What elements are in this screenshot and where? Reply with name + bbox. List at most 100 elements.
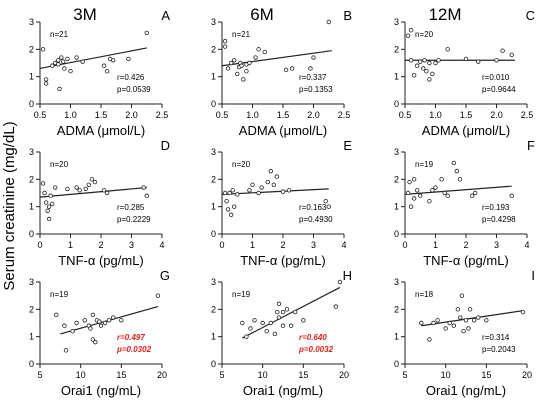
- data-point-g: [155, 293, 161, 298]
- x-axis-label-b: ADMA (μmol/L): [239, 123, 327, 138]
- y-tick-label-b: 1: [211, 72, 216, 82]
- data-point-c: [445, 47, 450, 52]
- data-point-c: [433, 60, 438, 66]
- y-tick-label-a: 0: [29, 99, 34, 109]
- panel-b: B 0 1 2 3 0.5 1.0 1.5 2.0 2.5 ADMA (μmol/L) n=21 r=0…: [211, 8, 352, 138]
- data-point-i: [484, 318, 489, 323]
- trend-line-d: [39, 186, 147, 198]
- panel-letter-a: A: [161, 8, 170, 23]
- data-point-f: [451, 160, 456, 166]
- x-tick-label-c: 1.0: [429, 110, 442, 120]
- data-point-a: [56, 62, 61, 67]
- data-point-a: [68, 68, 73, 74]
- data-point-d: [46, 204, 52, 209]
- y-tick-label-i: 1: [394, 332, 399, 342]
- y-tick-label-e: 2: [211, 174, 216, 184]
- x-axis-label-i: Orai1 (ng/mL): [426, 383, 506, 398]
- trend-line-a: [39, 47, 147, 70]
- x-tick-label-e: 1: [250, 240, 255, 250]
- y-tick-label-g: 1: [29, 332, 34, 342]
- data-point-c: [500, 48, 505, 53]
- x-tick-label-i: 10: [441, 370, 451, 380]
- data-point-b: [241, 77, 246, 82]
- x-tick-label-g: 5: [37, 370, 42, 380]
- x-tick-label-b: 2.5: [338, 110, 351, 120]
- data-point-e: [256, 190, 261, 196]
- data-point-f: [411, 177, 417, 182]
- data-point-i: [471, 318, 477, 323]
- data-point-e: [265, 179, 270, 185]
- y-tick-label-e: 1: [211, 202, 216, 212]
- data-point-e: [225, 207, 231, 212]
- data-point-f: [439, 177, 444, 182]
- data-point-c: [405, 33, 411, 38]
- data-point-h: [260, 320, 265, 326]
- data-point-b: [289, 66, 295, 71]
- trend-line-i: [421, 310, 524, 327]
- data-point-c: [408, 28, 414, 33]
- data-point-a: [56, 58, 61, 63]
- data-point-d: [89, 177, 95, 182]
- data-point-f: [457, 177, 463, 182]
- n-label-a: n=21: [50, 30, 69, 39]
- data-point-a: [80, 59, 85, 64]
- x-axis-label-d: TNF-α (pg/mL): [58, 253, 144, 268]
- data-point-g: [90, 312, 96, 317]
- panel-e: E 0 1 2 3 0 1 2 3 4 TNF-α (pg/mL) n=20 r=0.163 p=0.49…: [211, 138, 352, 268]
- x-tick-label-d: 1: [68, 240, 73, 250]
- x-tick-label-e: 4: [341, 240, 346, 250]
- data-point-b: [231, 58, 237, 63]
- data-point-g: [63, 348, 69, 353]
- x-axis-label-c: ADMA (μmol/L): [422, 123, 510, 138]
- data-point-e: [230, 188, 235, 193]
- y-tick-label-b: 3: [211, 17, 216, 27]
- r-label-b: r=0.337: [299, 73, 327, 82]
- r-label-c: r=0.010: [482, 73, 510, 82]
- x-tick-label-e: 3: [311, 240, 316, 250]
- y-tick-label-i: 0: [394, 359, 399, 369]
- x-tick-label-a: 1.5: [95, 110, 108, 120]
- data-point-c: [424, 68, 429, 74]
- data-point-a: [101, 63, 107, 68]
- data-point-b: [247, 60, 252, 66]
- y-tick-label-f: 3: [394, 147, 399, 157]
- panels: A 0 1 2 3 0.5 1.0 1.5 2.0 2.5 ADMA (μmol/L) n=21 r=0…: [29, 8, 535, 398]
- data-point-h: [284, 307, 290, 312]
- r-label-d: r=0.285: [117, 203, 145, 212]
- data-point-i: [447, 320, 452, 326]
- trend-line-h: [242, 286, 341, 339]
- x-tick-label-e: 2: [280, 240, 285, 250]
- data-point-a: [43, 81, 49, 86]
- data-point-e: [250, 182, 255, 187]
- data-point-d: [144, 193, 149, 198]
- y-tick-label-d: 1: [29, 202, 34, 212]
- y-tick-label-a: 2: [29, 44, 34, 54]
- data-point-b: [311, 55, 316, 60]
- x-tick-label-d: 2: [98, 240, 103, 250]
- data-point-f: [415, 188, 420, 193]
- data-point-i: [458, 315, 463, 320]
- data-point-d: [101, 188, 107, 193]
- y-tick-label-b: 0: [211, 99, 216, 109]
- r-label-e: r=0.163: [299, 203, 327, 212]
- data-point-f: [430, 188, 435, 193]
- y-tick-label-e: 0: [211, 229, 216, 239]
- data-point-g: [62, 323, 67, 328]
- data-point-i: [476, 315, 481, 320]
- data-point-d: [48, 193, 53, 198]
- data-point-a: [59, 55, 64, 60]
- data-point-i: [443, 326, 448, 331]
- y-tick-label-h: 3: [211, 277, 216, 287]
- x-tick-label-f: 4: [524, 240, 529, 250]
- data-point-e: [222, 190, 228, 196]
- data-point-h: [272, 331, 278, 337]
- data-point-h: [275, 309, 280, 315]
- data-point-h: [240, 320, 245, 326]
- n-label-e: n=20: [232, 160, 251, 169]
- panel-letter-i: I: [531, 268, 535, 283]
- data-point-f: [411, 196, 417, 201]
- y-tick-label-h: 0: [211, 359, 216, 369]
- data-point-h: [337, 279, 343, 285]
- data-point-e: [280, 189, 286, 194]
- x-tick-label-f: 3: [494, 240, 499, 250]
